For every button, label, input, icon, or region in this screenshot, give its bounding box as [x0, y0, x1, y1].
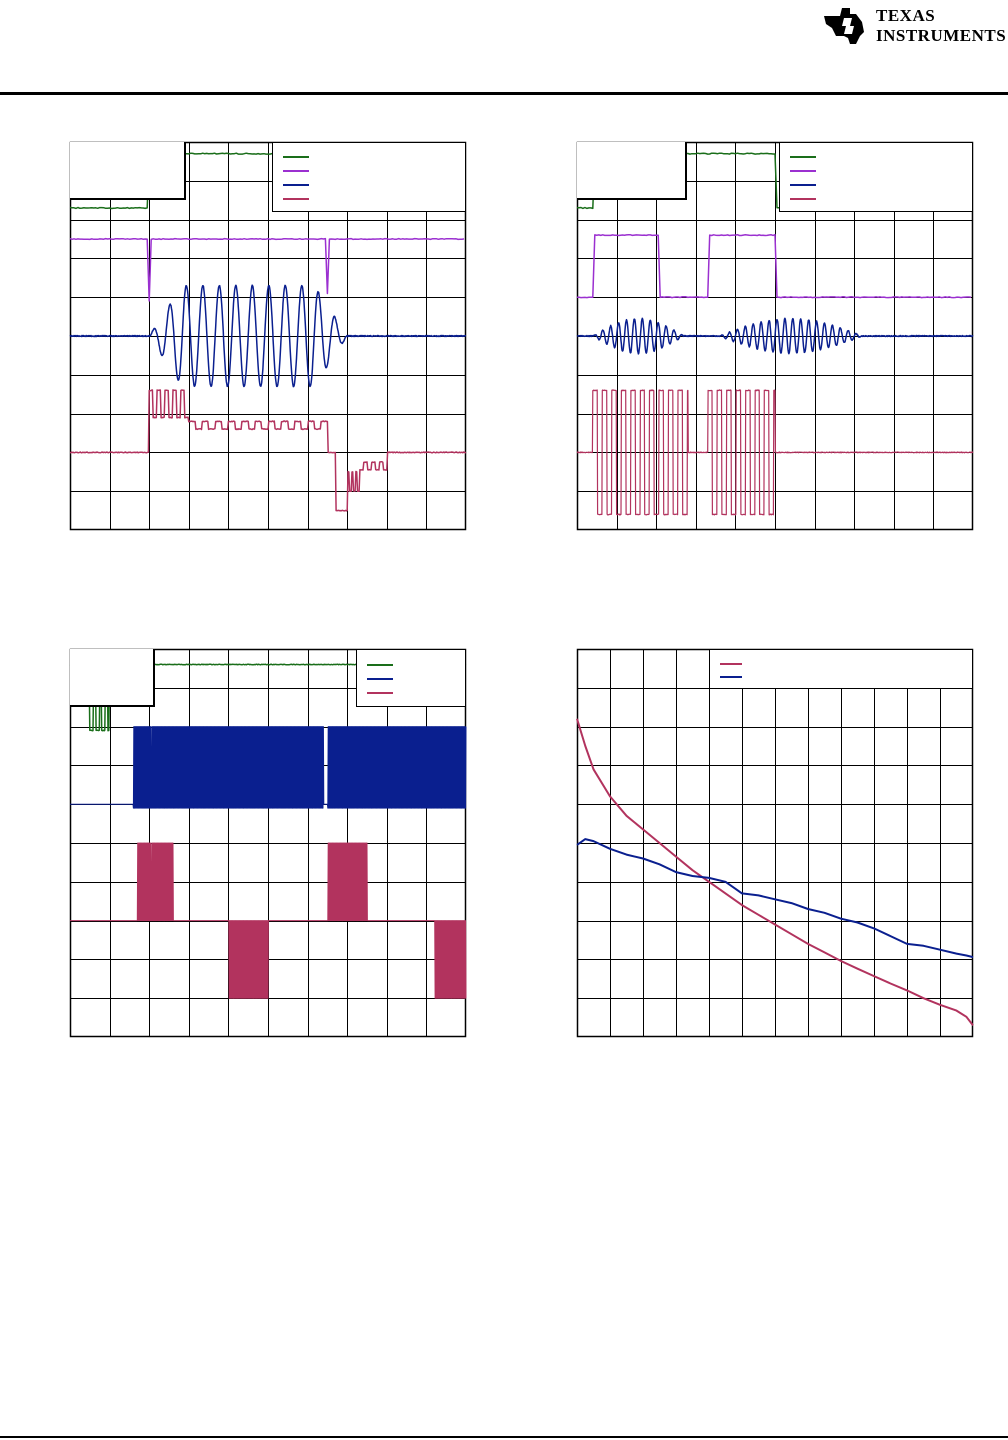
annotation-box: [70, 142, 186, 200]
chart-panel-bottom-right: [577, 649, 973, 1037]
annotation-box: [70, 649, 155, 707]
scope-plot-3: [70, 649, 466, 1037]
chart-panel-bottom-left: [70, 649, 466, 1037]
legend: [356, 649, 466, 707]
legend-swatch-navy: [790, 184, 816, 186]
logo-wordmark: Texas Instruments: [876, 6, 1006, 46]
legend: [272, 142, 466, 212]
annotation-box: [577, 142, 687, 200]
chart-panel-top-left: [70, 142, 466, 530]
legend-swatch-green: [283, 156, 309, 158]
legend-swatch-navy: [720, 676, 742, 678]
legend: [779, 142, 973, 212]
logo-line-1: Texas: [876, 6, 1006, 26]
series-navy-trace: [70, 727, 466, 809]
legend-swatch-purple: [790, 170, 816, 172]
legend-swatch-crimson: [720, 663, 742, 665]
legend-swatch-crimson: [790, 198, 816, 200]
legend-swatch-green: [790, 156, 816, 158]
legend-swatch-purple: [283, 170, 309, 172]
legend-swatch-navy: [283, 184, 309, 186]
series-purple-trace: [577, 235, 971, 298]
chart-panel-top-right: [577, 142, 973, 530]
logo-line-2: Instruments: [876, 26, 1006, 46]
footer-rule: [0, 1436, 1008, 1438]
legend-swatch-crimson: [367, 692, 393, 694]
legend-swatch-green: [367, 664, 393, 666]
legend: [709, 649, 973, 689]
legend-swatch-crimson: [283, 198, 309, 200]
line-plot-4: [577, 649, 973, 1037]
header-rule: [0, 92, 1008, 95]
legend-swatch-navy: [367, 678, 393, 680]
